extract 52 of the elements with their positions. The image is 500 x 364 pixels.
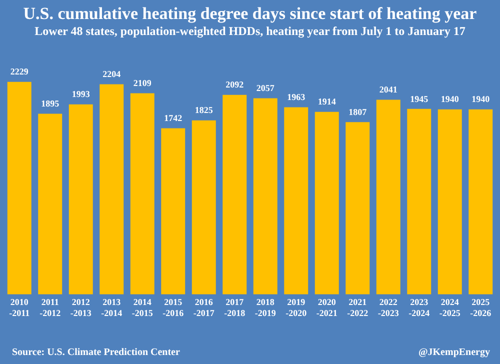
chart-title: U.S. cumulative heating degree days since start of heating year xyxy=(22,3,478,24)
x-tick-label: 2024 -2025 xyxy=(439,297,461,318)
bar xyxy=(68,104,93,294)
x-tick-label: 2021 -2022 xyxy=(347,297,369,318)
bar xyxy=(314,112,339,294)
bar xyxy=(407,108,432,294)
bar xyxy=(253,98,278,294)
data-label: 1742 xyxy=(164,113,183,124)
text: @JKempEnergy xyxy=(418,347,490,358)
data-label: 1895 xyxy=(41,98,60,109)
x-tick-label: 2022 -2023 xyxy=(378,297,400,318)
data-label: 2229 xyxy=(10,66,29,77)
x-tick-label: 2019 -2020 xyxy=(286,297,308,318)
bar xyxy=(161,128,186,294)
x-tick-label: 2012 -2013 xyxy=(70,297,92,318)
x-tick-label: 2015 -2016 xyxy=(162,297,184,318)
x-tick-label: 2023 -2024 xyxy=(408,297,430,318)
data-label: 2109 xyxy=(133,78,152,88)
x-tick-label: 2025 -2026 xyxy=(470,297,492,318)
chart-subtitle: Lower 48 states, population-weighted HDDs, heating year from July 1 to January 17 xyxy=(34,24,466,39)
x-tick-label: 2014 -2015 xyxy=(132,297,154,318)
data-label: 2204 xyxy=(102,69,122,80)
x-tick-label: 2010 -2011 xyxy=(9,297,30,318)
bar xyxy=(222,94,247,294)
x-tick-label: 2020 -2021 xyxy=(316,297,338,318)
data-label: 1940 xyxy=(472,94,490,104)
bar xyxy=(192,120,216,294)
x-tick-label: 2018 -2019 xyxy=(254,297,276,318)
bar xyxy=(468,109,493,294)
data-label: 2041 xyxy=(379,84,398,95)
data-label: 2092 xyxy=(226,80,244,90)
data-label: 1945 xyxy=(410,94,429,104)
bar xyxy=(38,114,62,294)
x-tick-label: 2017 -2018 xyxy=(224,297,246,318)
data-label: 1993 xyxy=(72,89,90,100)
data-label: 1807 xyxy=(348,106,368,117)
data-label: 1963 xyxy=(287,92,306,102)
data-label: 1940 xyxy=(440,94,460,104)
bar xyxy=(100,84,124,294)
bar xyxy=(284,107,308,294)
bar xyxy=(346,122,370,294)
bar xyxy=(438,109,462,294)
x-tick-label: 2011 -2012 xyxy=(40,297,62,318)
x-tick-label: 2016 -2017 xyxy=(193,297,215,318)
data-label: 2057 xyxy=(256,83,275,94)
bar xyxy=(376,100,400,294)
bar xyxy=(7,82,32,294)
data-label: 1825 xyxy=(194,105,214,116)
data-label: 1914 xyxy=(318,96,336,107)
bar xyxy=(130,93,154,294)
x-tick-label: 2013 -2014 xyxy=(101,297,123,318)
source-note: Source: U.S. Climate Prediction Center xyxy=(12,347,180,358)
